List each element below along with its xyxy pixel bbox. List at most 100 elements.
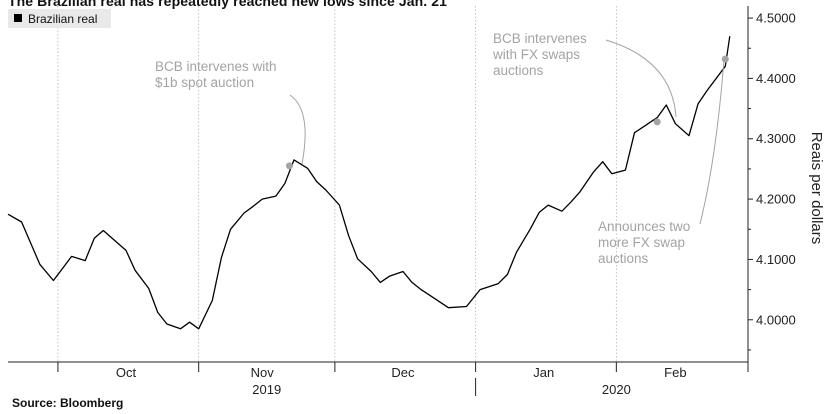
data-point [348, 235, 349, 236]
data-point [625, 170, 626, 171]
data-point [325, 189, 326, 190]
data-point [39, 264, 40, 265]
data-point [697, 103, 698, 104]
annotation-marker [653, 118, 661, 126]
data-point [707, 90, 708, 91]
data-point [339, 205, 340, 206]
y-tick-label: 4.0000 [756, 312, 796, 327]
data-point [434, 298, 435, 299]
data-point [243, 212, 244, 213]
data-point [529, 229, 530, 230]
series-layer [7, 36, 731, 330]
data-point [85, 260, 86, 261]
data-point [198, 328, 199, 329]
data-point [666, 104, 667, 105]
y-axis-label: Reais per dollars [808, 132, 825, 245]
data-point [135, 270, 136, 271]
annotation-text: with FX swaps [492, 47, 580, 62]
annotation-text: more FX swap [598, 235, 685, 250]
annotation-leader [289, 94, 306, 165]
x-year-label: 2020 [602, 382, 631, 397]
data-point [380, 282, 381, 283]
data-point [675, 123, 676, 124]
brazilian-real-series-line [7, 36, 731, 330]
data-point [262, 198, 263, 199]
chart-title: The Brazilian real has repeatedly reache… [8, 0, 448, 9]
y-tick-label: 4.2000 [756, 192, 796, 207]
annotation: BCB intervenes with$1b spot auction [155, 59, 306, 170]
data-point [507, 274, 508, 275]
data-point [275, 195, 276, 196]
x-month-label: Jan [533, 365, 554, 380]
y-tick-label: 4.5000 [756, 11, 796, 26]
data-point [189, 322, 190, 323]
annotation-text: auctions [598, 251, 649, 266]
data-point [125, 250, 126, 251]
y-tick-label: 4.1000 [756, 252, 796, 267]
x-month-label: Dec [391, 365, 415, 380]
data-point [62, 268, 63, 269]
data-point [480, 289, 481, 290]
data-point [94, 238, 95, 239]
data-point [516, 252, 517, 253]
legend-label: Brazilian real [28, 12, 97, 26]
annotation-leader [605, 39, 677, 118]
data-point [561, 211, 562, 212]
data-point [539, 212, 540, 213]
annotation-text: $1b spot auction [155, 75, 254, 90]
annotation-text: BCB intervenes [493, 31, 587, 46]
source-note: Source: Bloomberg [12, 396, 124, 410]
data-point [643, 126, 644, 127]
data-point [593, 171, 594, 172]
data-point [157, 312, 158, 313]
data-point [166, 323, 167, 324]
x-year-label: 2019 [252, 382, 281, 397]
y-tick-label: 4.3000 [756, 131, 796, 146]
data-point [103, 230, 104, 231]
data-point [253, 206, 254, 207]
data-point [421, 289, 422, 290]
data-point [389, 276, 390, 277]
data-point [411, 282, 412, 283]
annotation-leader [699, 59, 725, 225]
data-point [180, 328, 181, 329]
data-point [293, 159, 294, 160]
data-point [7, 214, 8, 215]
annotation-text: auctions [493, 63, 544, 78]
data-point [53, 280, 54, 281]
legend: Brazilian real [8, 9, 111, 28]
data-point [116, 242, 117, 243]
data-point [688, 135, 689, 136]
data-point [570, 202, 571, 203]
legend-swatch [14, 14, 22, 22]
data-point [221, 257, 222, 258]
data-point [284, 183, 285, 184]
annotation-marker [721, 55, 729, 63]
data-point [657, 117, 658, 118]
x-month-label: Oct [116, 365, 137, 380]
x-month-label: Feb [664, 365, 686, 380]
data-point [611, 173, 612, 174]
annotation-marker [285, 162, 293, 170]
data-point [634, 132, 635, 133]
data-point [602, 161, 603, 162]
data-point [212, 300, 213, 301]
x-month-label: Nov [251, 365, 275, 380]
data-point [71, 256, 72, 257]
annotation-text: BCB intervenes with [155, 59, 277, 74]
data-point [230, 229, 231, 230]
data-point [498, 283, 499, 284]
y-tick-label: 4.4000 [756, 71, 796, 86]
data-point [725, 66, 726, 67]
data-point [316, 181, 317, 182]
data-point [30, 243, 31, 244]
data-point [148, 288, 149, 289]
data-point [466, 306, 467, 307]
legend-box [8, 9, 111, 28]
annotation-text: Announces two [598, 219, 690, 234]
data-point [371, 271, 372, 272]
